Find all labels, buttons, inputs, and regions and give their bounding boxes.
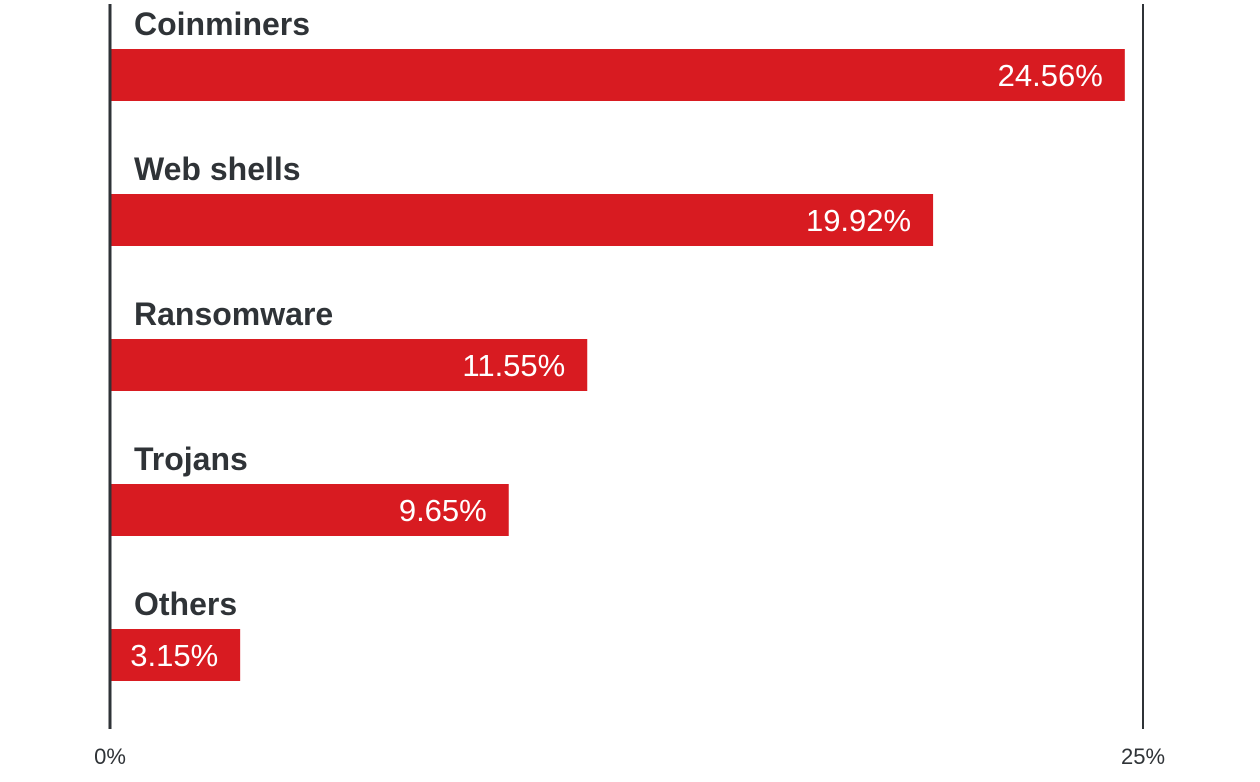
x-tick-label-1: 25%: [1121, 744, 1165, 769]
axes-layer: [108, 4, 1144, 729]
category-label-ransomware: Ransomware: [134, 296, 333, 332]
bar-coinminers: [110, 49, 1125, 101]
value-label-coinminers: 24.56%: [998, 58, 1103, 93]
value-label-others: 3.15%: [130, 638, 218, 673]
category-label-others: Others: [134, 586, 237, 622]
category-label-coinminers: Coinminers: [134, 6, 310, 42]
bar-trojans: [110, 484, 509, 536]
x-tick-label-0: 0%: [94, 744, 126, 769]
bar-web-shells: [110, 194, 934, 246]
value-label-ransomware: 11.55%: [462, 348, 565, 383]
bars-layer: [110, 49, 1125, 681]
bar-ransomware: [110, 339, 588, 391]
category-label-trojans: Trojans: [134, 441, 248, 477]
labels-layer: Coinminers 24.56% Web shells 19.92% Ransomwa…: [94, 6, 1165, 769]
bar-others: [110, 629, 241, 681]
value-label-trojans: 9.65%: [399, 493, 487, 528]
category-label-web-shells: Web shells: [134, 151, 301, 187]
value-label-web-shells: 19.92%: [806, 203, 911, 238]
